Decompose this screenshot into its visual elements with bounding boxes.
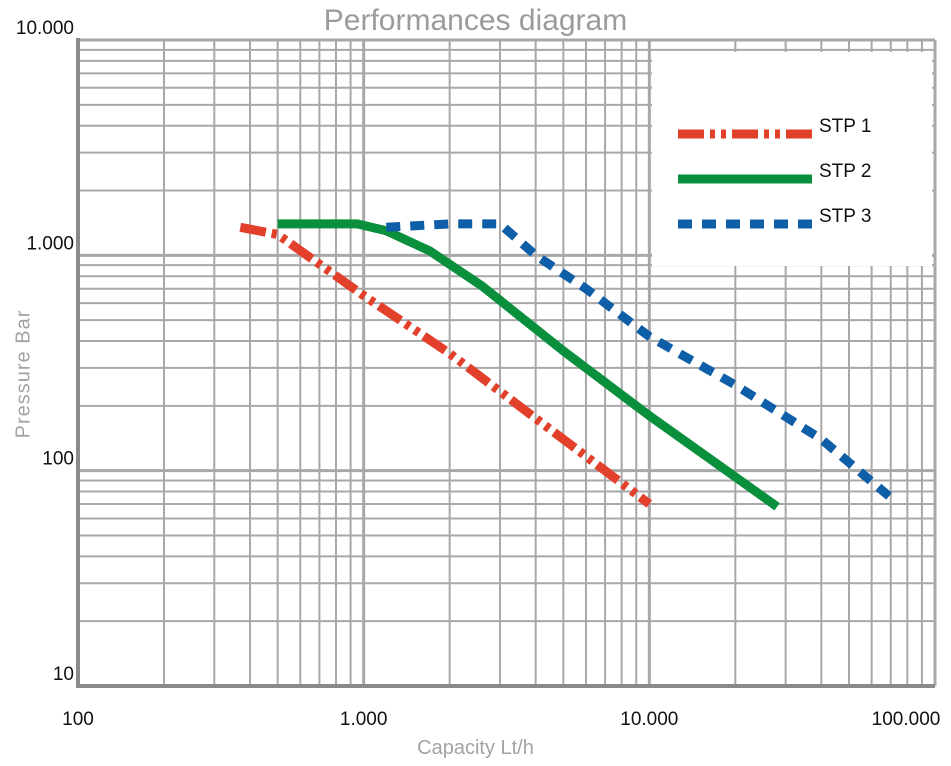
- y-axis-label: Pressure Bar: [12, 309, 35, 439]
- x-axis-label: Capacity Lt/h: [417, 737, 534, 759]
- legend: STP 1 STP 2 STP 3: [678, 116, 871, 229]
- y-tick-label: 100: [42, 449, 74, 470]
- series-lines: [239, 219, 894, 511]
- x-tick-labels: 100 1.000 10.000 100.000: [62, 709, 940, 730]
- legend-label-3: STP 3: [819, 206, 871, 227]
- series-line-2: [277, 219, 780, 511]
- y-tick-label: 1.000: [26, 233, 74, 254]
- y-tick-label: 10.000: [16, 18, 74, 39]
- chart-title: Performances diagram: [323, 4, 628, 37]
- series-line-1: [239, 222, 653, 508]
- series-line-3: [386, 219, 894, 502]
- axis-lines: [76, 38, 935, 688]
- x-tick-label: 100: [62, 709, 94, 730]
- x-tick-label: 10.000: [620, 709, 678, 730]
- y-tick-labels: 10 100 1.000 10.000: [16, 18, 74, 685]
- legend-label-1: STP 1: [819, 116, 871, 137]
- legend-label-2: STP 2: [819, 161, 871, 182]
- x-tick-label: 100.000: [872, 709, 941, 730]
- x-tick-label: 1.000: [340, 709, 388, 730]
- y-tick-label: 10: [53, 664, 74, 685]
- legend-background: [652, 52, 932, 266]
